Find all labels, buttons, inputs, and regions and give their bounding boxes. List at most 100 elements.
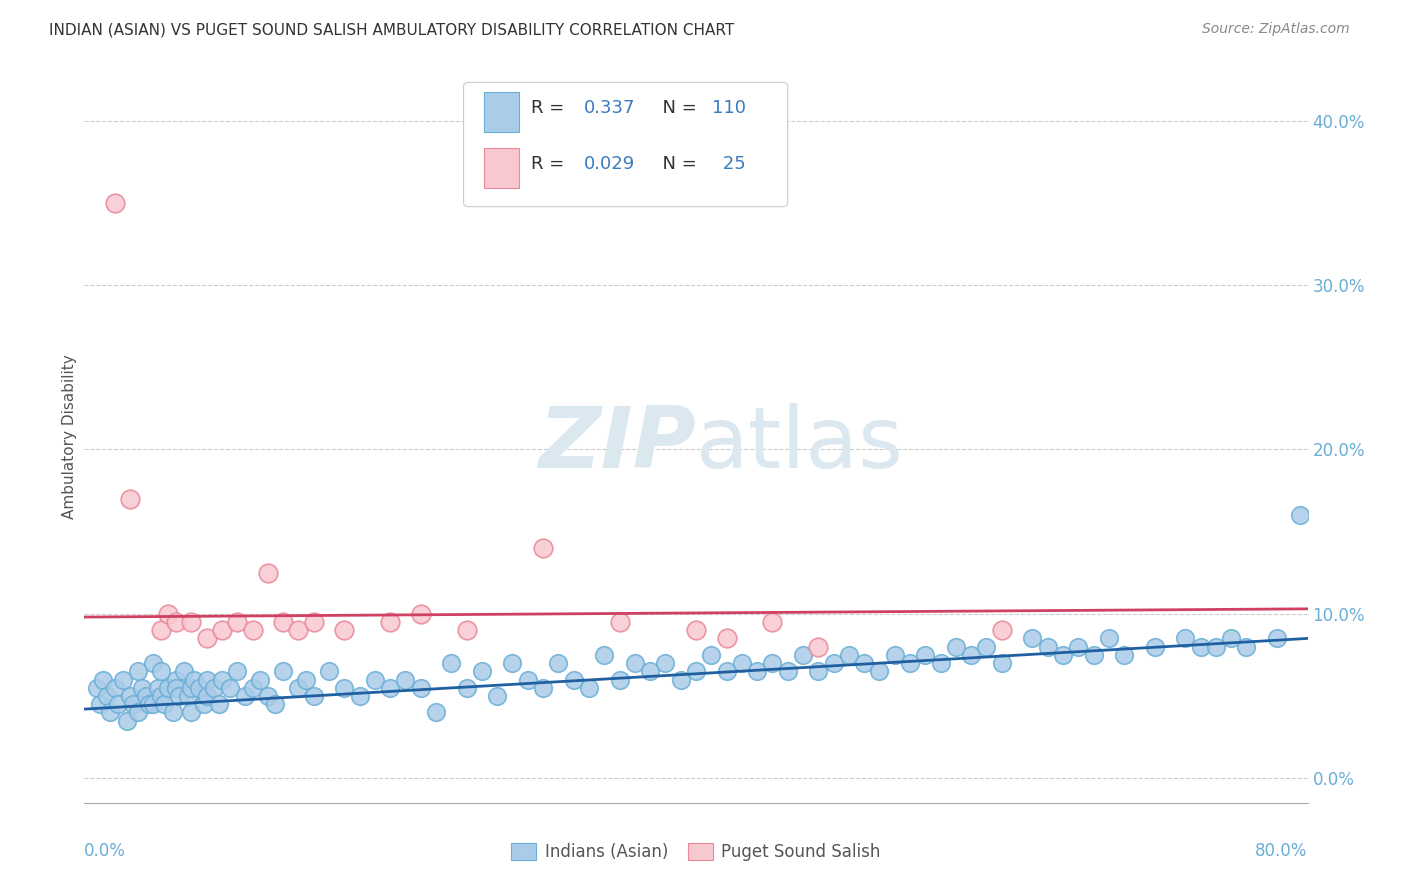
Point: [991, 656, 1014, 670]
Point: [838, 648, 860, 662]
Point: [149, 665, 172, 679]
Point: [180, 615, 202, 629]
Point: [287, 624, 309, 638]
Point: [792, 648, 814, 662]
Point: [202, 681, 225, 695]
Text: INDIAN (ASIAN) VS PUGET SOUND SALISH AMBULATORY DISABILITY CORRELATION CHART: INDIAN (ASIAN) VS PUGET SOUND SALISH AMB…: [49, 22, 734, 37]
Point: [146, 681, 169, 695]
Point: [929, 656, 952, 670]
Point: [807, 640, 830, 654]
Text: N =: N =: [651, 99, 702, 117]
Text: R =: R =: [531, 99, 569, 117]
Point: [731, 656, 754, 670]
Point: [761, 656, 783, 670]
Point: [120, 491, 142, 506]
Point: [1067, 640, 1090, 654]
Point: [547, 656, 569, 670]
Point: [142, 656, 165, 670]
Point: [208, 697, 231, 711]
Point: [531, 541, 554, 555]
Point: [165, 681, 187, 695]
Text: R =: R =: [531, 155, 569, 173]
Point: [157, 607, 180, 621]
Point: [249, 673, 271, 687]
Point: [218, 681, 240, 695]
Point: [945, 640, 967, 654]
Point: [333, 681, 356, 695]
Point: [1289, 508, 1312, 523]
Point: [700, 648, 723, 662]
Point: [654, 656, 676, 670]
Point: [823, 656, 845, 670]
Point: [716, 665, 738, 679]
FancyBboxPatch shape: [464, 82, 787, 207]
Point: [91, 673, 114, 687]
Point: [257, 689, 280, 703]
Point: [173, 665, 195, 679]
Point: [761, 615, 783, 629]
Point: [425, 706, 447, 720]
Text: 25: 25: [717, 155, 745, 173]
Point: [578, 681, 600, 695]
Point: [211, 624, 233, 638]
Point: [226, 665, 249, 679]
Point: [233, 689, 256, 703]
Point: [104, 681, 127, 695]
Point: [180, 681, 202, 695]
Point: [669, 673, 692, 687]
Point: [1052, 648, 1074, 662]
Point: [1021, 632, 1043, 646]
Point: [776, 665, 799, 679]
Point: [318, 665, 340, 679]
Point: [1205, 640, 1227, 654]
Point: [609, 673, 631, 687]
Point: [193, 697, 215, 711]
Point: [96, 689, 118, 703]
Point: [183, 673, 205, 687]
Point: [271, 665, 294, 679]
Point: [115, 714, 138, 728]
Y-axis label: Ambulatory Disability: Ambulatory Disability: [62, 355, 77, 519]
FancyBboxPatch shape: [484, 148, 519, 188]
Point: [394, 673, 416, 687]
Point: [177, 689, 200, 703]
Point: [271, 615, 294, 629]
Point: [807, 665, 830, 679]
Point: [104, 195, 127, 210]
Point: [685, 624, 707, 638]
Point: [1265, 632, 1288, 646]
Point: [1189, 640, 1212, 654]
Point: [456, 624, 478, 638]
Text: 0.029: 0.029: [583, 155, 634, 173]
Point: [716, 632, 738, 646]
Point: [195, 673, 218, 687]
Point: [685, 665, 707, 679]
Point: [1236, 640, 1258, 654]
Point: [516, 673, 538, 687]
Point: [188, 681, 211, 695]
Point: [127, 706, 149, 720]
Text: N =: N =: [651, 155, 702, 173]
Point: [264, 697, 287, 711]
Point: [1174, 632, 1197, 646]
Point: [120, 689, 142, 703]
Point: [991, 624, 1014, 638]
Point: [349, 689, 371, 703]
Point: [162, 706, 184, 720]
Point: [86, 681, 108, 695]
Point: [914, 648, 936, 662]
Point: [302, 689, 325, 703]
Point: [364, 673, 387, 687]
Legend: Indians (Asian), Puget Sound Salish: Indians (Asian), Puget Sound Salish: [505, 836, 887, 868]
Point: [165, 673, 187, 687]
Point: [883, 648, 905, 662]
Point: [127, 665, 149, 679]
Point: [167, 689, 190, 703]
Point: [471, 665, 494, 679]
Text: 80.0%: 80.0%: [1256, 842, 1308, 860]
Point: [242, 624, 264, 638]
Point: [440, 656, 463, 670]
Point: [195, 689, 218, 703]
Point: [131, 681, 153, 695]
Point: [1098, 632, 1121, 646]
